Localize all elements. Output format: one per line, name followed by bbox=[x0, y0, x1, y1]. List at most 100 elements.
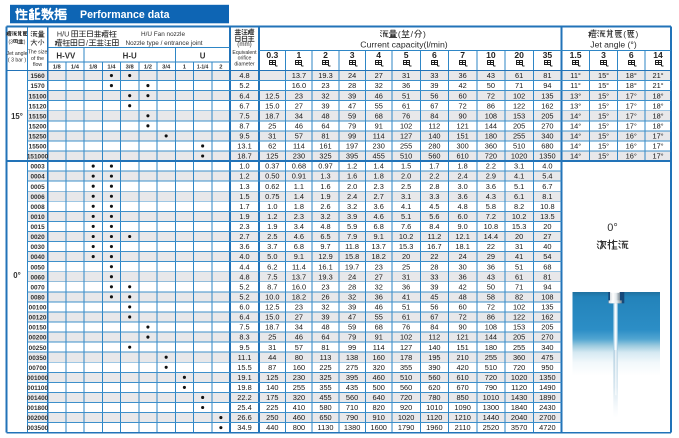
svg-text:20: 20 bbox=[543, 222, 551, 231]
svg-text:27: 27 bbox=[375, 71, 383, 80]
svg-text:5.1: 5.1 bbox=[514, 182, 524, 191]
svg-text:43: 43 bbox=[487, 272, 495, 281]
svg-text:210: 210 bbox=[456, 353, 468, 362]
svg-text:00700: 00700 bbox=[29, 365, 47, 372]
svg-text:5.2: 5.2 bbox=[239, 292, 249, 301]
svg-text:25: 25 bbox=[402, 262, 410, 271]
svg-text:Nozzle type / entrance joint: Nozzle type / entrance joint bbox=[125, 40, 202, 47]
svg-text:205: 205 bbox=[513, 121, 525, 130]
svg-text:16°: 16° bbox=[626, 142, 637, 151]
svg-text:1.0: 1.0 bbox=[239, 162, 249, 171]
svg-text:20: 20 bbox=[514, 50, 524, 60]
svg-text:280: 280 bbox=[428, 142, 440, 151]
svg-text:850: 850 bbox=[456, 393, 468, 402]
svg-text:59: 59 bbox=[348, 111, 356, 120]
svg-text:4.0: 4.0 bbox=[239, 252, 249, 261]
svg-text:15500: 15500 bbox=[29, 144, 47, 151]
svg-text:1.7: 1.7 bbox=[239, 202, 249, 211]
svg-text:15°: 15° bbox=[598, 71, 609, 80]
svg-text:670: 670 bbox=[456, 383, 468, 392]
svg-text:820: 820 bbox=[373, 403, 385, 412]
svg-text:00120: 00120 bbox=[29, 315, 47, 322]
svg-text:1.8: 1.8 bbox=[374, 172, 384, 181]
svg-text:25.4: 25.4 bbox=[237, 403, 251, 412]
svg-text:360: 360 bbox=[485, 142, 497, 151]
svg-text:57: 57 bbox=[295, 131, 303, 140]
svg-text:42: 42 bbox=[459, 81, 467, 90]
svg-text:395: 395 bbox=[346, 152, 358, 161]
svg-text:1: 1 bbox=[183, 65, 187, 71]
svg-text:108: 108 bbox=[485, 323, 497, 332]
svg-text:9.0: 9.0 bbox=[457, 222, 467, 231]
svg-text:1440: 1440 bbox=[483, 413, 499, 422]
svg-text:0005: 0005 bbox=[30, 184, 45, 191]
svg-text:6.7: 6.7 bbox=[542, 182, 552, 191]
svg-text:255: 255 bbox=[485, 353, 497, 362]
svg-text:18°: 18° bbox=[652, 91, 663, 100]
svg-text:225: 225 bbox=[319, 363, 331, 372]
svg-text:2.7: 2.7 bbox=[374, 192, 384, 201]
svg-text:2.4: 2.4 bbox=[457, 172, 467, 181]
svg-text:39: 39 bbox=[348, 91, 356, 100]
svg-text:56: 56 bbox=[430, 303, 438, 312]
svg-text:12.5: 12.5 bbox=[265, 91, 279, 100]
svg-text:15°: 15° bbox=[598, 101, 609, 110]
svg-text:140: 140 bbox=[428, 343, 440, 352]
svg-text:91: 91 bbox=[375, 121, 383, 130]
svg-text:25: 25 bbox=[268, 121, 276, 130]
svg-text:680: 680 bbox=[541, 142, 553, 151]
svg-text:64: 64 bbox=[321, 121, 329, 130]
svg-text:1.7: 1.7 bbox=[429, 162, 439, 171]
svg-text:2: 2 bbox=[323, 50, 328, 60]
svg-text:620: 620 bbox=[428, 383, 440, 392]
svg-text:17°: 17° bbox=[626, 91, 637, 100]
svg-text:72: 72 bbox=[459, 101, 467, 110]
svg-text:46: 46 bbox=[295, 121, 303, 130]
svg-text:720: 720 bbox=[400, 393, 412, 402]
svg-text:140: 140 bbox=[266, 383, 278, 392]
svg-text:3/8: 3/8 bbox=[126, 65, 135, 71]
svg-text:270: 270 bbox=[541, 121, 553, 130]
svg-text:1.9: 1.9 bbox=[239, 212, 249, 221]
svg-text:1/4: 1/4 bbox=[107, 65, 116, 71]
svg-text:16.7: 16.7 bbox=[427, 242, 441, 251]
svg-text:127: 127 bbox=[400, 131, 412, 140]
svg-text:2.7: 2.7 bbox=[239, 232, 249, 241]
svg-text:6.0: 6.0 bbox=[239, 303, 249, 312]
svg-text:151000: 151000 bbox=[27, 154, 49, 161]
svg-text:00250: 00250 bbox=[29, 345, 47, 352]
svg-text:15250: 15250 bbox=[29, 133, 47, 140]
svg-text:7.5: 7.5 bbox=[267, 272, 277, 281]
svg-text:5.1: 5.1 bbox=[401, 212, 411, 221]
svg-text:U: U bbox=[200, 51, 206, 60]
svg-text:15°: 15° bbox=[598, 121, 609, 130]
svg-text:18.1: 18.1 bbox=[455, 242, 469, 251]
svg-text:32: 32 bbox=[348, 292, 356, 301]
svg-text:390: 390 bbox=[428, 363, 440, 372]
svg-text:640: 640 bbox=[373, 393, 385, 402]
svg-text:108: 108 bbox=[485, 111, 497, 120]
svg-text:39: 39 bbox=[321, 101, 329, 110]
svg-text:325: 325 bbox=[319, 152, 331, 161]
svg-text:2.5: 2.5 bbox=[401, 182, 411, 191]
svg-text:2.2: 2.2 bbox=[429, 172, 439, 181]
svg-text:17°: 17° bbox=[626, 101, 637, 110]
svg-text:475: 475 bbox=[541, 353, 553, 362]
svg-text:0010: 0010 bbox=[30, 214, 45, 221]
svg-text:68: 68 bbox=[543, 262, 551, 271]
svg-text:1.9: 1.9 bbox=[267, 222, 277, 231]
svg-text:17°: 17° bbox=[652, 152, 663, 161]
svg-text:46: 46 bbox=[375, 91, 383, 100]
svg-text:81: 81 bbox=[321, 131, 329, 140]
svg-text:41: 41 bbox=[402, 292, 410, 301]
svg-text:160: 160 bbox=[293, 363, 305, 372]
svg-text:3.1: 3.1 bbox=[401, 192, 411, 201]
svg-text:6.1: 6.1 bbox=[514, 192, 524, 201]
svg-text:122: 122 bbox=[513, 313, 525, 322]
svg-text:94: 94 bbox=[543, 81, 551, 90]
svg-text:9.1: 9.1 bbox=[374, 232, 384, 241]
svg-text:127: 127 bbox=[400, 343, 412, 352]
svg-text:205: 205 bbox=[541, 111, 553, 120]
svg-text:355: 355 bbox=[319, 383, 331, 392]
svg-text:84: 84 bbox=[430, 111, 438, 120]
